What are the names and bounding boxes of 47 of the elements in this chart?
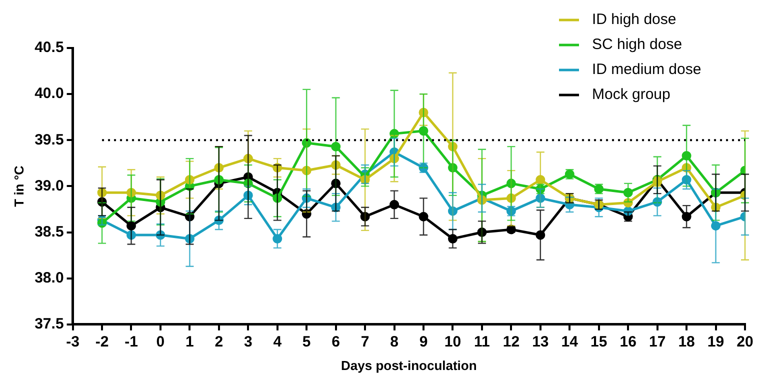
- point: [418, 126, 428, 136]
- point: [477, 228, 487, 238]
- point: [682, 212, 692, 222]
- x-tick-label: 8: [390, 334, 398, 351]
- y-tick-label: 38.0: [34, 269, 64, 286]
- x-tick-label: 3: [244, 334, 252, 351]
- y-axis-title: T in °C: [11, 164, 26, 207]
- x-tick-label: 5: [302, 334, 311, 351]
- x-tick-label: 16: [620, 334, 636, 351]
- point: [360, 212, 370, 222]
- point: [536, 230, 546, 240]
- x-tick-label: 15: [590, 334, 608, 351]
- x-tick-label: -1: [124, 334, 138, 351]
- x-tick-label: 7: [360, 334, 370, 351]
- x-tick-label: 19: [707, 334, 724, 351]
- y-tick-label: 40.0: [34, 85, 64, 102]
- x-tick-label: 18: [678, 334, 695, 351]
- y-tick-label: 39.5: [34, 131, 64, 148]
- legend-label: ID high dose: [592, 11, 676, 28]
- x-tick-label: 2: [214, 334, 224, 351]
- x-axis-title: Days post-inoculation: [341, 358, 477, 373]
- x-tick-label: 14: [561, 334, 579, 351]
- point: [418, 212, 428, 222]
- x-tick-label: 6: [332, 334, 340, 351]
- x-tick-label: 0: [156, 334, 165, 351]
- x-tick-label: 9: [419, 334, 428, 351]
- point: [272, 234, 282, 244]
- x-tick-label: 1: [186, 334, 194, 351]
- legend-label: SC high dose: [592, 36, 682, 54]
- point: [682, 151, 692, 161]
- y-tick-label: 38.5: [34, 223, 64, 240]
- y-tick-label: 37.5: [34, 316, 64, 333]
- x-tick-label: -2: [95, 334, 109, 351]
- x-tick-label: -3: [66, 334, 80, 351]
- x-tick-label: 13: [532, 334, 549, 351]
- point: [623, 188, 633, 198]
- legend-label: ID medium dose: [592, 61, 702, 78]
- x-tick-label: 4: [273, 334, 282, 351]
- point: [682, 175, 692, 184]
- legend-label: Mock group: [592, 86, 670, 104]
- x-tick-label: 11: [474, 334, 490, 351]
- y-tick-label: 39.0: [34, 177, 64, 194]
- x-tick-label: 17: [648, 334, 666, 351]
- x-tick-label: 12: [502, 334, 520, 351]
- x-tick-label: 20: [736, 334, 754, 351]
- x-tick-label: 10: [444, 334, 462, 351]
- y-tick-label: 40.5: [34, 39, 64, 56]
